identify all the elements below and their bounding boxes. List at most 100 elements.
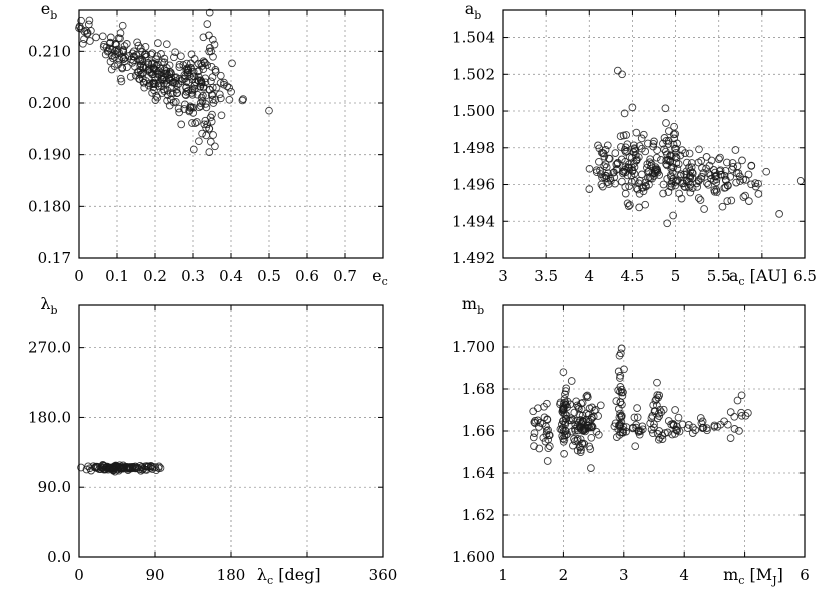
y-tick-label-0.19: 0.190 xyxy=(28,146,71,164)
data-point-218 xyxy=(167,70,175,78)
data-point-178 xyxy=(662,156,671,165)
data-point-147 xyxy=(589,412,598,421)
data-point-259 xyxy=(672,426,681,435)
x-tick-label-1: 1 xyxy=(498,566,508,584)
data-point-281 xyxy=(702,164,710,173)
data-point-233 xyxy=(693,183,702,191)
data-point-127 xyxy=(99,461,107,470)
data-point-300 xyxy=(193,118,201,126)
data-point-299 xyxy=(209,131,217,139)
data-point-268 xyxy=(683,424,692,433)
data-point-288 xyxy=(731,146,740,154)
data-point-92 xyxy=(141,50,149,59)
data-point-292 xyxy=(720,184,729,192)
data-point-216 xyxy=(148,70,156,79)
data-point-158 xyxy=(583,393,592,402)
data-point-342 xyxy=(216,71,225,80)
data-point-166 xyxy=(620,365,628,374)
x-tick-label-0: 0 xyxy=(74,267,84,285)
data-point-234 xyxy=(653,401,661,410)
y-tick-label-1.498: 1.498 xyxy=(452,139,495,157)
data-point-96 xyxy=(621,162,630,171)
data-point-85 xyxy=(559,434,567,443)
data-point-315 xyxy=(202,131,211,140)
x-axis-label-sub: c xyxy=(382,275,388,288)
data-point-193 xyxy=(664,188,673,196)
data-point-127 xyxy=(569,441,577,450)
data-point-128 xyxy=(111,463,120,472)
data-point-309 xyxy=(195,103,203,112)
data-point-15 xyxy=(543,457,552,465)
data-point-14 xyxy=(116,29,125,37)
data-point-304 xyxy=(189,145,198,154)
data-point-257 xyxy=(673,422,681,431)
x-tick-label-0.5: 0.5 xyxy=(257,267,281,285)
data-point-207 xyxy=(631,442,640,451)
x-axis-label-sub: c xyxy=(267,574,273,587)
data-point-329 xyxy=(206,44,214,52)
data-point-262 xyxy=(723,158,731,167)
data-point-104 xyxy=(136,66,145,74)
data-point-298 xyxy=(189,103,198,112)
data-point-26 xyxy=(611,179,619,188)
data-point-95 xyxy=(623,140,632,149)
data-point-22 xyxy=(598,182,607,191)
data-point-261 xyxy=(715,155,723,163)
x-axis-label-sub: c xyxy=(738,275,744,288)
data-point-240 xyxy=(703,179,711,187)
y-tick-label-0.18: 0.180 xyxy=(28,197,71,215)
data-point-242 xyxy=(654,435,663,444)
data-point-3 xyxy=(85,16,94,25)
data-point-189 xyxy=(664,140,673,148)
x-tick-label-4: 4 xyxy=(585,267,595,285)
data-point-37 xyxy=(598,173,606,182)
data-point-347 xyxy=(201,74,210,83)
data-point-77 xyxy=(111,47,120,55)
data-point-191 xyxy=(662,119,670,127)
data-point-57 xyxy=(141,42,150,51)
data-point-344 xyxy=(225,83,233,92)
data-point-337 xyxy=(203,20,212,28)
data-point-106 xyxy=(561,387,570,395)
data-point-136 xyxy=(116,74,125,83)
data-point-316 xyxy=(723,197,732,205)
data-point-191 xyxy=(616,383,625,391)
data-point-116 xyxy=(122,40,131,48)
data-point-83 xyxy=(617,155,626,164)
data-point-91 xyxy=(620,166,629,174)
data-point-289 xyxy=(197,80,206,88)
data-point-125 xyxy=(577,446,585,454)
data-point-219 xyxy=(162,69,171,78)
data-point-162 xyxy=(665,127,673,135)
data-point-245 xyxy=(702,153,711,161)
data-point-65 xyxy=(561,400,570,409)
data-point-297 xyxy=(182,83,191,92)
y-tick-label-0: 0.0 xyxy=(47,548,71,566)
data-point-99 xyxy=(126,72,135,81)
data-point-85 xyxy=(133,38,141,47)
data-point-332 xyxy=(200,58,209,67)
data-point-25 xyxy=(539,433,548,442)
data-point-132 xyxy=(653,165,661,174)
scatter-points xyxy=(529,344,752,472)
data-point-113 xyxy=(118,63,126,72)
data-point-72 xyxy=(631,147,640,155)
data-point-308 xyxy=(732,178,740,187)
data-point-267 xyxy=(692,179,701,188)
data-point-183 xyxy=(617,344,626,353)
data-point-180 xyxy=(616,387,624,396)
y-tick-label-1.504: 1.504 xyxy=(452,29,495,47)
data-point-229 xyxy=(651,396,660,405)
data-point-182 xyxy=(664,137,673,145)
y-tick-label-0.17: 0.17 xyxy=(38,249,71,267)
data-point-175 xyxy=(159,79,168,88)
data-point-248 xyxy=(668,430,677,439)
data-point-93 xyxy=(136,44,145,53)
data-point-59 xyxy=(123,63,131,72)
data-point-317 xyxy=(211,142,219,151)
data-point-283 xyxy=(723,420,732,429)
data-point-207 xyxy=(685,149,694,158)
data-point-249 xyxy=(688,168,697,177)
data-point-213 xyxy=(610,422,619,431)
data-point-237 xyxy=(661,429,669,437)
